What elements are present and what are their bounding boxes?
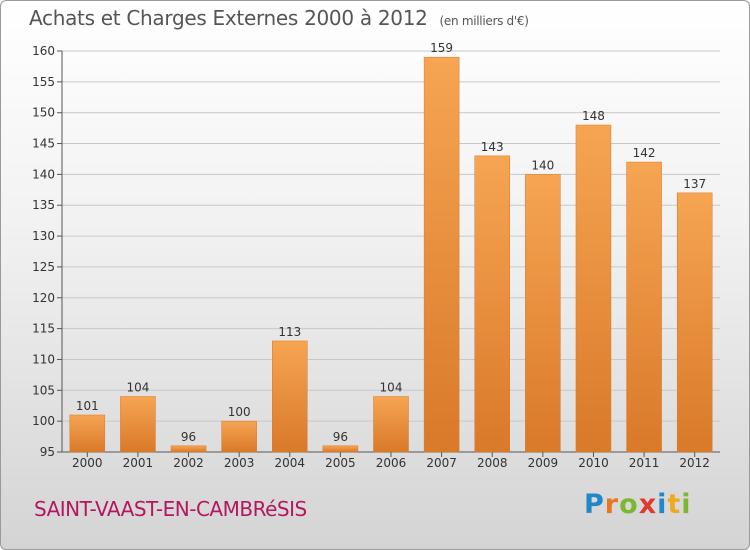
- y-tick-label: 160: [32, 44, 55, 58]
- bar-value-label: 104: [380, 380, 403, 394]
- bar-2005: [322, 445, 359, 453]
- bar-value-label: 143: [481, 140, 504, 154]
- y-tick-label: 130: [32, 229, 55, 243]
- y-tick-label: 155: [32, 75, 55, 89]
- logo-letter: P: [584, 489, 605, 520]
- bar-2007: [423, 56, 460, 453]
- x-tick-label: 2010: [578, 456, 609, 470]
- proxiti-logo[interactable]: Proxiti: [584, 489, 692, 520]
- commune-name: SAINT-VAAST-EN-CAMBRéSIS: [34, 497, 307, 521]
- bar-2006: [373, 396, 409, 453]
- x-tick-label: 2007: [426, 456, 457, 470]
- x-tick-label: 2002: [173, 456, 204, 470]
- logo-letter: i: [657, 489, 668, 520]
- logo-letter: i: [681, 489, 692, 520]
- x-tick-label: 2003: [224, 456, 255, 470]
- x-tick-label: 2001: [123, 456, 154, 470]
- y-tick-label: 140: [32, 167, 55, 181]
- bar-2008: [474, 155, 510, 453]
- y-tick-label: 125: [32, 260, 55, 274]
- y-tick-label: 100: [32, 414, 55, 428]
- x-tick-label: 2008: [477, 456, 508, 470]
- x-tick-label: 2009: [528, 456, 559, 470]
- x-tick-label: 2000: [72, 456, 103, 470]
- chart-unit: (en milliers d'€): [439, 14, 529, 28]
- bar-2012: [676, 192, 713, 453]
- x-tick-label: 2012: [679, 456, 710, 470]
- y-tick-label: 110: [32, 352, 55, 366]
- y-tick-label: 150: [32, 106, 55, 120]
- bar-2010: [575, 124, 612, 453]
- bar-value-label: 96: [333, 430, 348, 444]
- bar-2001: [120, 396, 156, 453]
- logo-letter: r: [604, 489, 620, 520]
- bar-value-label: 140: [531, 158, 554, 172]
- y-tick-label: 145: [32, 137, 55, 151]
- y-tick-label: 105: [32, 383, 55, 397]
- x-tick-label: 2006: [376, 456, 407, 470]
- bar-value-label: 142: [633, 146, 656, 160]
- y-tick-label: 120: [32, 291, 55, 305]
- y-tick-label: 115: [32, 322, 55, 336]
- bar-2004: [272, 340, 308, 453]
- bar-value-label: 113: [278, 325, 301, 339]
- bar-value-label: 96: [181, 430, 196, 444]
- bar-value-label: 159: [430, 41, 453, 55]
- bar-value-label: 101: [76, 399, 99, 413]
- x-tick-label: 2011: [629, 456, 660, 470]
- chart-title-text: Achats et Charges Externes 2000 à 2012: [29, 6, 428, 30]
- x-tick-label: 2004: [274, 456, 305, 470]
- y-tick-label: 95: [40, 445, 55, 459]
- axis-layer: 95 100 105 110 115 120 125 130 135 140 145 150 155 16…: [32, 44, 720, 470]
- bar-value-label: 137: [683, 177, 706, 191]
- bar-2009: [525, 174, 561, 453]
- logo-letter: x: [638, 489, 658, 520]
- bar-value-label: 148: [582, 109, 605, 123]
- bar-2002: [170, 445, 207, 453]
- bar-value-label: 104: [126, 380, 149, 394]
- logo-letter: o: [619, 489, 639, 520]
- x-tick-label: 2005: [325, 456, 356, 470]
- chart-title: Achats et Charges Externes 2000 à 2012 (e…: [29, 6, 529, 30]
- logo-letter: t: [667, 489, 682, 520]
- bar-2003: [221, 420, 257, 453]
- bar-2011: [626, 161, 662, 453]
- y-tick-label: 135: [32, 198, 55, 212]
- bar-value-label: 100: [228, 405, 251, 419]
- bar-layer: [69, 56, 713, 453]
- bar-2000: [69, 414, 106, 453]
- label-layer: 101 104 96 100 113 96 104 159 143 140 148 142 137: [76, 41, 706, 444]
